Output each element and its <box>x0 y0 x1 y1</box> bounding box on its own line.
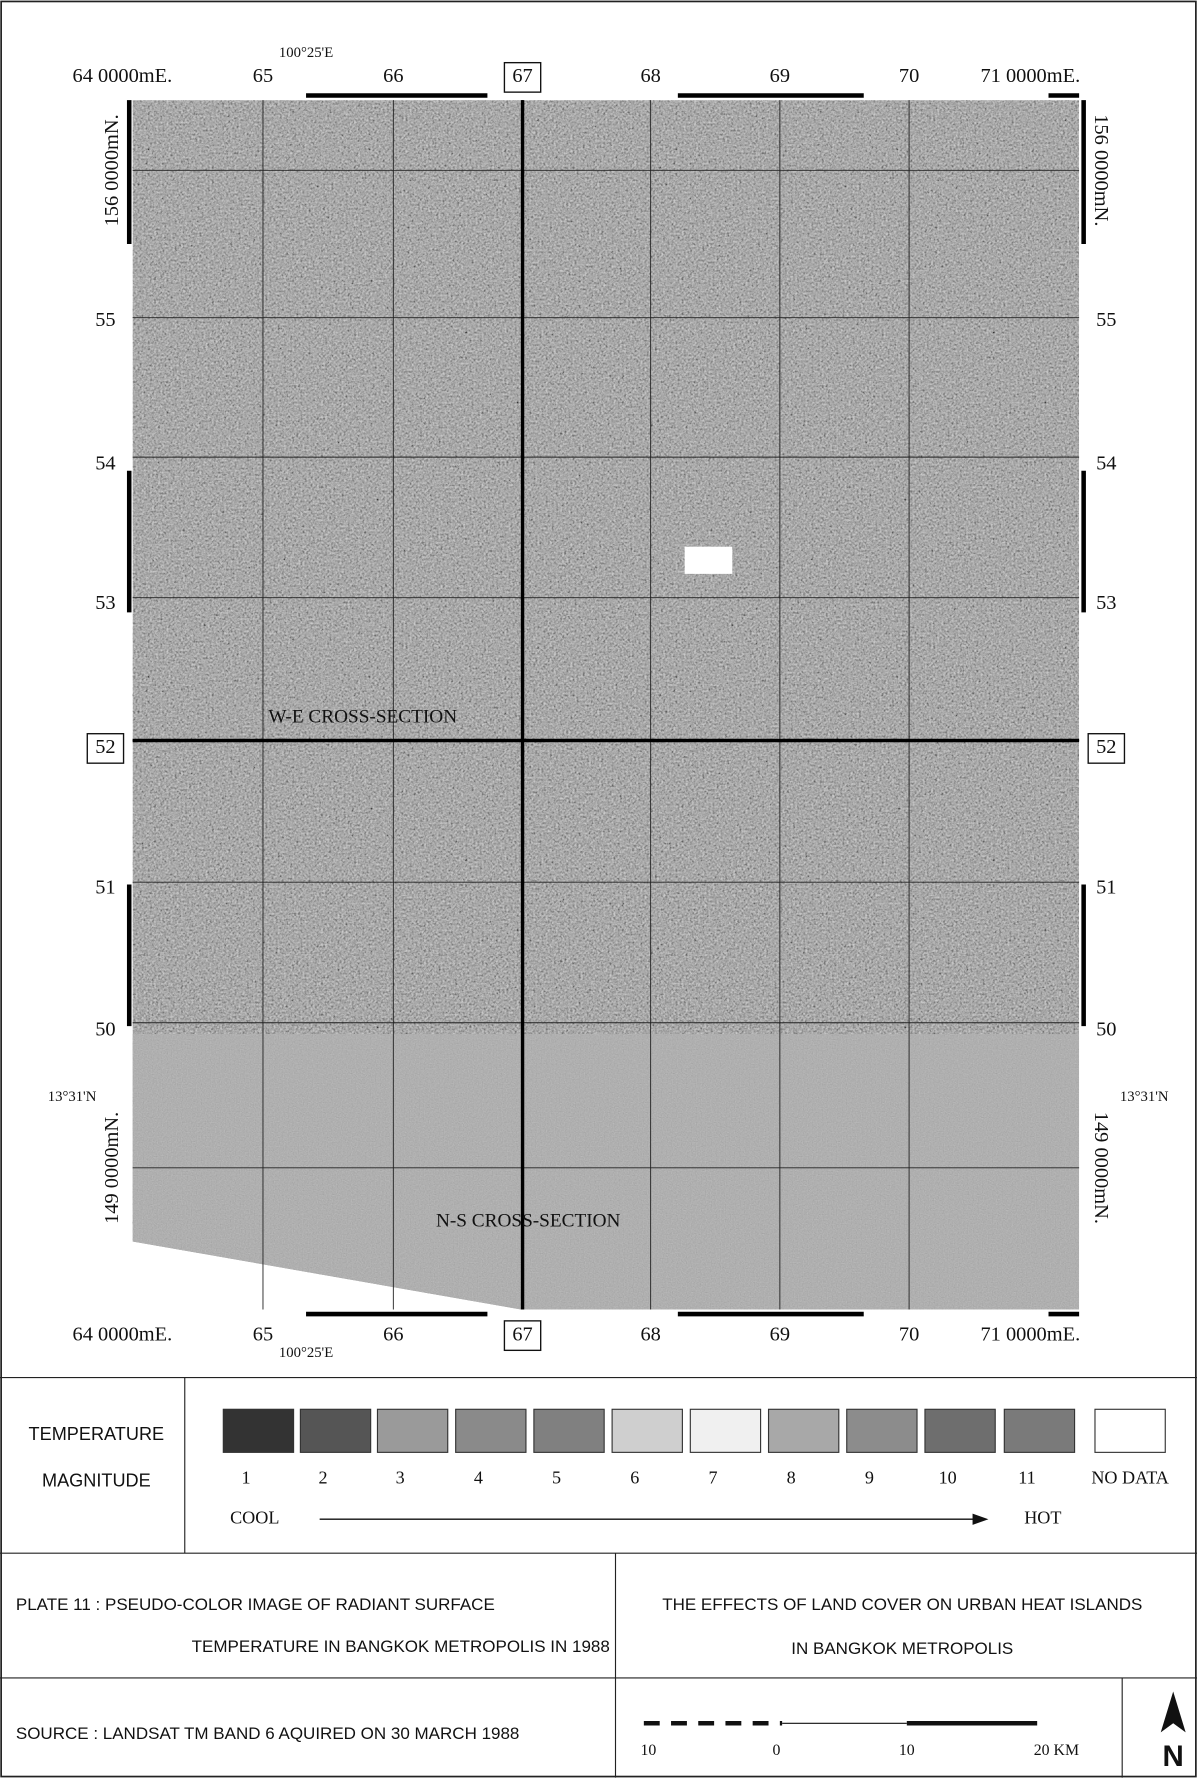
easting-label: 65 <box>253 1323 273 1345</box>
easting-label: 68 <box>640 65 660 87</box>
easting-label: 66 <box>383 65 403 87</box>
legend-swatch <box>1095 1409 1165 1452</box>
legend-swatch <box>377 1409 447 1452</box>
easting-label: 64 0000mE. <box>73 65 173 87</box>
legend-swatch <box>223 1409 293 1452</box>
easting-label: 71 0000mE. <box>980 1323 1080 1345</box>
easting-label: 70 <box>899 1323 919 1345</box>
northing-label: 55 <box>1096 309 1116 331</box>
legend-swatch <box>769 1409 839 1452</box>
legend-class-label: 6 <box>630 1468 639 1488</box>
legend-swatch <box>847 1409 917 1452</box>
easting-label: 68 <box>640 1323 660 1345</box>
page: { "map": { "top_labels": ["64 0000mE.", … <box>0 0 1197 1778</box>
legend-swatch <box>456 1409 526 1452</box>
cross-section-label: N-S CROSS-SECTION <box>436 1211 621 1232</box>
northing-label: 149 0000mN. <box>101 1112 123 1224</box>
satellite-image <box>133 100 1079 1309</box>
legend-class-label: 11 <box>1018 1468 1035 1488</box>
northing-label: 55 <box>95 309 115 331</box>
easting-label: 69 <box>770 1323 790 1345</box>
easting-label: 67 <box>512 65 532 87</box>
longitude-label: 100°25'E <box>279 45 333 61</box>
northing-label: 50 <box>1096 1018 1116 1040</box>
scale-label: 10 <box>640 1742 656 1759</box>
source-note: SOURCE : LANDSAT TM BAND 6 AQUIRED ON 30… <box>16 1724 520 1743</box>
legend-class-label: 5 <box>552 1468 561 1488</box>
project-title: THE EFFECTS OF LAND COVER ON URBAN HEAT … <box>662 1595 1142 1614</box>
northing-label: 52 <box>95 736 115 758</box>
cross-section-label: W-E CROSS-SECTION <box>268 706 457 727</box>
legend-swatch <box>612 1409 682 1452</box>
legend-swatch <box>1004 1409 1074 1452</box>
legend-swatch <box>300 1409 370 1452</box>
northing-label: 52 <box>1096 736 1116 758</box>
northing-label: 50 <box>95 1018 115 1040</box>
northing-label: 156 0000mN. <box>1090 114 1112 226</box>
map-sheet: TEMPERATURE MAGNITUDE 1234567891011NO DA… <box>0 0 1197 1778</box>
easting-label: 65 <box>253 65 273 87</box>
legend-swatch <box>925 1409 995 1452</box>
latitude-label: 13°31'N <box>1120 1089 1169 1105</box>
northing-label: 53 <box>95 592 115 614</box>
easting-label: 64 0000mE. <box>73 1323 173 1345</box>
north-label: N <box>1163 1740 1184 1773</box>
northing-label: 54 <box>1096 453 1116 475</box>
legend-class-label: NO DATA <box>1091 1468 1169 1488</box>
northing-label: 156 0000mN. <box>101 114 123 226</box>
plate-title: PLATE 11 : PSEUDO-COLOR IMAGE OF RADIANT… <box>16 1595 495 1614</box>
legend-class-label: 1 <box>241 1468 250 1488</box>
legend-swatch <box>534 1409 604 1452</box>
project-title: IN BANGKOK METROPOLIS <box>791 1639 1013 1658</box>
easting-label: 71 0000mE. <box>980 65 1080 87</box>
plate-title: TEMPERATURE IN BANGKOK METROPOLIS IN 198… <box>192 1637 610 1656</box>
no-data-patch <box>685 547 733 574</box>
legend-class-label: 4 <box>474 1468 483 1488</box>
legend-high: HOT <box>1024 1507 1061 1527</box>
scale-label: 10 <box>899 1742 915 1759</box>
scale-label: 20 KM <box>1034 1742 1079 1759</box>
latitude-label: 13°31'N <box>48 1089 97 1105</box>
legend-low: COOL <box>230 1507 279 1527</box>
legend-class-label: 2 <box>319 1468 328 1488</box>
legend-class-label: 7 <box>708 1468 717 1488</box>
scale-label: 0 <box>772 1742 780 1759</box>
legend-class-label: 8 <box>787 1468 796 1488</box>
legend-title: MAGNITUDE <box>42 1471 151 1491</box>
legend-class-label: 10 <box>939 1468 957 1488</box>
easting-label: 66 <box>383 1323 403 1345</box>
longitude-label: 100°25'E <box>279 1345 333 1361</box>
northing-label: 149 0000mN. <box>1090 1112 1112 1224</box>
northing-label: 51 <box>1096 877 1116 899</box>
legend-swatch <box>690 1409 760 1452</box>
easting-label: 69 <box>770 65 790 87</box>
legend-class-label: 3 <box>396 1468 405 1488</box>
easting-label: 67 <box>512 1323 532 1345</box>
legend-class-label: 9 <box>865 1468 874 1488</box>
legend-title: TEMPERATURE <box>29 1424 165 1444</box>
northing-label: 51 <box>95 877 115 899</box>
northing-label: 54 <box>95 453 115 475</box>
northing-label: 53 <box>1096 592 1116 614</box>
easting-label: 70 <box>899 65 919 87</box>
